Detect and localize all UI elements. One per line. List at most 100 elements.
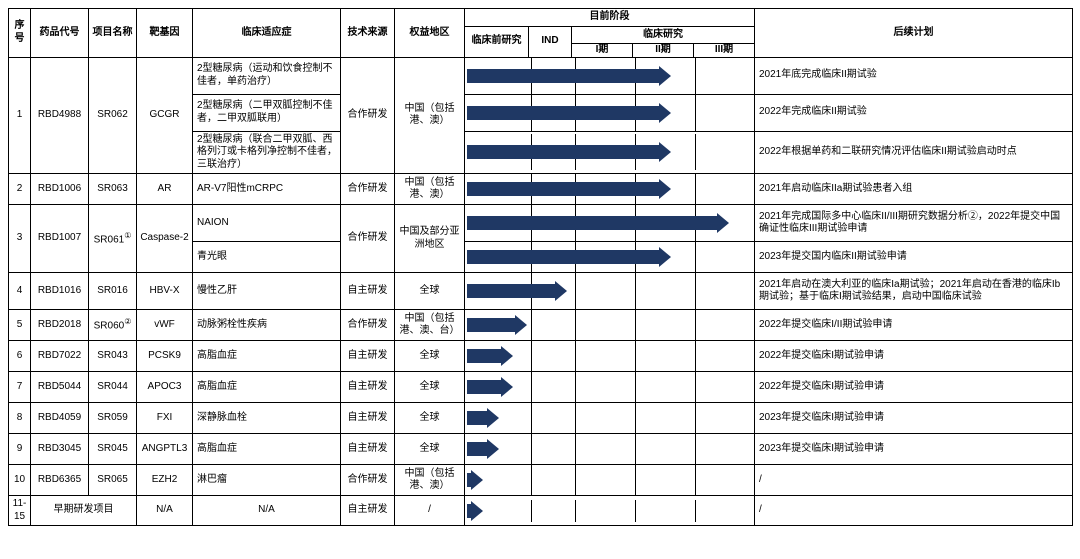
table-cell: 中国及部分亚洲地区 <box>395 205 465 273</box>
table-row: 4RBD1016SR016HBV-X慢性乙肝自主研发全球2021年启动在澳大利亚… <box>9 273 1073 310</box>
table-cell: 全球 <box>395 403 465 434</box>
phase-cell <box>465 496 755 526</box>
table-cell: N/A <box>193 496 341 526</box>
table-cell: 1 <box>9 57 31 174</box>
table-cell: 2 <box>9 174 31 205</box>
table-cell: 早期研发项目 <box>31 496 137 526</box>
phase-cell <box>465 174 755 205</box>
phase-cell <box>465 273 755 310</box>
table-cell: 中国（包括港、澳） <box>395 57 465 174</box>
table-cell: 深静脉血栓 <box>193 403 341 434</box>
pipeline-table: 序号 药品代号 项目名称 靶基因 临床适应症 技术来源 权益地区 目前阶段 临床… <box>8 8 1073 526</box>
phase-cell <box>465 434 755 465</box>
table-cell: 2型糖尿病（联合二甲双胍、西格列汀或卡格列净控制不佳者，三联治疗） <box>193 131 341 174</box>
table-row: 5RBD2018SR060②vWF动脉粥栓性疾病合作研发中国（包括港、澳、台）2… <box>9 310 1073 341</box>
th-phase-group: 目前阶段 临床前研究 IND 临床研究 I期 II期 III期 <box>465 9 755 58</box>
table-cell: SR063 <box>89 174 137 205</box>
table-cell: 2型糖尿病（运动和饮食控制不佳者，单药治疗） <box>193 57 341 94</box>
table-cell: HBV-X <box>137 273 193 310</box>
table-cell: 自主研发 <box>341 341 395 372</box>
table-cell: 自主研发 <box>341 403 395 434</box>
phase-cell <box>465 403 755 434</box>
table-cell: RBD4988 <box>31 57 89 174</box>
table-row: 10RBD6365SR065EZH2淋巴瘤合作研发中国（包括港、澳） / <box>9 465 1073 496</box>
table-cell: 自主研发 <box>341 273 395 310</box>
table-cell: 中国（包括港、澳） <box>395 465 465 496</box>
table-cell: 2022年提交临床I期试验申请 <box>755 372 1073 403</box>
table-cell: 6 <box>9 341 31 372</box>
table-cell: 全球 <box>395 273 465 310</box>
table-cell: 自主研发 <box>341 434 395 465</box>
table-cell: / <box>755 465 1073 496</box>
table-cell: PCSK9 <box>137 341 193 372</box>
table-row: 9RBD3045SR045ANGPTL3高脂血症自主研发全球2023年提交临床I… <box>9 434 1073 465</box>
table-cell: AR <box>137 174 193 205</box>
table-cell: 慢性乙肝 <box>193 273 341 310</box>
table-cell: 青光眼 <box>193 242 341 273</box>
table-row: 6RBD7022SR043PCSK9高脂血症自主研发全球2022年提交临床I期试… <box>9 341 1073 372</box>
table-cell: SR062 <box>89 57 137 174</box>
table-row: 11-15早期研发项目N/AN/A自主研发// <box>9 496 1073 526</box>
table-cell: RBD2018 <box>31 310 89 341</box>
table-cell: SR043 <box>89 341 137 372</box>
table-cell: 2023年提交国内临床II期试验申请 <box>755 242 1073 273</box>
phase-cell <box>465 310 755 341</box>
table-cell: RBD1007 <box>31 205 89 273</box>
table-cell: 11-15 <box>9 496 31 526</box>
table-cell: SR060② <box>89 310 137 341</box>
table-cell: 2023年提交临床I期试验申请 <box>755 434 1073 465</box>
table-cell: EZH2 <box>137 465 193 496</box>
table-cell: / <box>395 496 465 526</box>
table-cell: 2021年完成国际多中心临床II/III期研究数据分析②，2022年提交中国确证… <box>755 205 1073 242</box>
th-indication: 临床适应症 <box>193 9 341 58</box>
table-cell: 高脂血症 <box>193 372 341 403</box>
table-cell: 中国（包括港、澳） <box>395 174 465 205</box>
th-seq: 序号 <box>9 9 31 58</box>
table-cell: SR059 <box>89 403 137 434</box>
table-cell: 5 <box>9 310 31 341</box>
table-row: 2RBD1006SR063ARAR-V7阳性mCRPC合作研发中国（包括港、澳）… <box>9 174 1073 205</box>
table-cell: 合作研发 <box>341 310 395 341</box>
table-cell: 2023年提交临床I期试验申请 <box>755 403 1073 434</box>
table-header: 序号 药品代号 项目名称 靶基因 临床适应症 技术来源 权益地区 目前阶段 临床… <box>9 9 1073 58</box>
table-cell: 3 <box>9 205 31 273</box>
table-cell: N/A <box>137 496 193 526</box>
table-cell: RBD6365 <box>31 465 89 496</box>
table-cell: 4 <box>9 273 31 310</box>
table-cell: 2022年提交临床I/II期试验申请 <box>755 310 1073 341</box>
table-cell: RBD3045 <box>31 434 89 465</box>
table-cell: 10 <box>9 465 31 496</box>
table-cell: 全球 <box>395 341 465 372</box>
table-cell: 中国（包括港、澳、台） <box>395 310 465 341</box>
table-cell: 淋巴瘤 <box>193 465 341 496</box>
th-region: 权益地区 <box>395 9 465 58</box>
table-cell: 2022年根据单药和二联研究情况评估临床II期试验启动时点 <box>755 131 1073 174</box>
table-cell: 合作研发 <box>341 465 395 496</box>
table-cell: 合作研发 <box>341 205 395 273</box>
table-cell: SR065 <box>89 465 137 496</box>
phase-cell <box>465 465 755 496</box>
th-tech: 技术来源 <box>341 9 395 58</box>
table-row: 8RBD4059SR059FXI深静脉血栓自主研发全球2023年提交临床I期试验… <box>9 403 1073 434</box>
table-cell: FXI <box>137 403 193 434</box>
table-cell: 动脉粥栓性疾病 <box>193 310 341 341</box>
table-cell: 2021年启动临床IIa期试验患者入组 <box>755 174 1073 205</box>
table-cell: RBD1006 <box>31 174 89 205</box>
table-cell: 全球 <box>395 372 465 403</box>
table-cell: RBD7022 <box>31 341 89 372</box>
table-cell: NAION <box>193 205 341 242</box>
table-cell: ANGPTL3 <box>137 434 193 465</box>
table-cell: 高脂血症 <box>193 341 341 372</box>
phase-cell <box>465 57 755 94</box>
table-cell: 2021年启动在澳大利亚的临床Ia期试验；2021年启动在香港的临床Ib期试验；… <box>755 273 1073 310</box>
table-cell: 高脂血症 <box>193 434 341 465</box>
th-target: 靶基因 <box>137 9 193 58</box>
table-cell: 8 <box>9 403 31 434</box>
table-cell: 2型糖尿病（二甲双胍控制不佳者，二甲双胍联用） <box>193 94 341 131</box>
table-row: 3RBD1007SR061①Caspase-2NAION合作研发中国及部分亚洲地… <box>9 205 1073 242</box>
table-cell: 自主研发 <box>341 372 395 403</box>
table-row: 1RBD4988SR062GCGR2型糖尿病（运动和饮食控制不佳者，单药治疗）合… <box>9 57 1073 94</box>
phase-cell <box>465 205 755 242</box>
table-body: 1RBD4988SR062GCGR2型糖尿病（运动和饮食控制不佳者，单药治疗）合… <box>9 57 1073 526</box>
phase-cell <box>465 372 755 403</box>
